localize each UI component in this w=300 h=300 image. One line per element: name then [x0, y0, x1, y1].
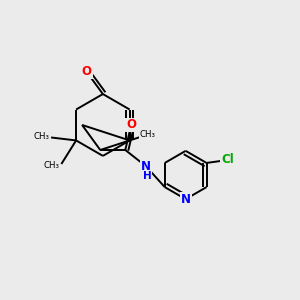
Text: O: O — [82, 65, 92, 79]
Text: CH₃: CH₃ — [140, 130, 156, 139]
Text: CH₃: CH₃ — [44, 161, 60, 170]
Text: CH₃: CH₃ — [34, 131, 50, 140]
Text: N: N — [141, 160, 151, 173]
Text: Cl: Cl — [221, 154, 234, 166]
Text: N: N — [181, 193, 190, 206]
Text: O: O — [126, 118, 136, 131]
Text: H: H — [143, 171, 152, 181]
